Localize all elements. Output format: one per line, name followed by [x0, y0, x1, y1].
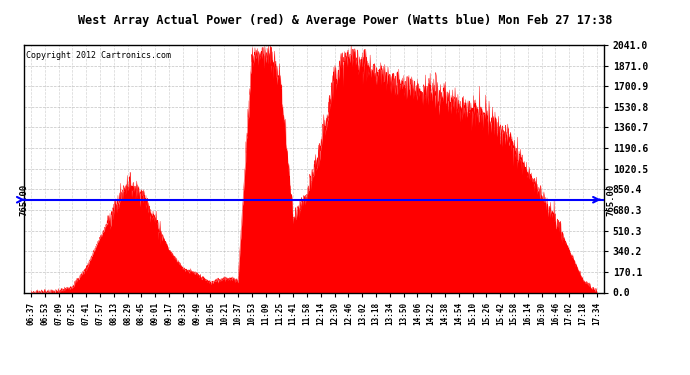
Text: 765.00: 765.00 — [19, 184, 28, 216]
Text: 765.00: 765.00 — [607, 184, 615, 216]
Text: Copyright 2012 Cartronics.com: Copyright 2012 Cartronics.com — [26, 51, 170, 60]
Text: West Array Actual Power (red) & Average Power (Watts blue) Mon Feb 27 17:38: West Array Actual Power (red) & Average … — [78, 14, 612, 27]
